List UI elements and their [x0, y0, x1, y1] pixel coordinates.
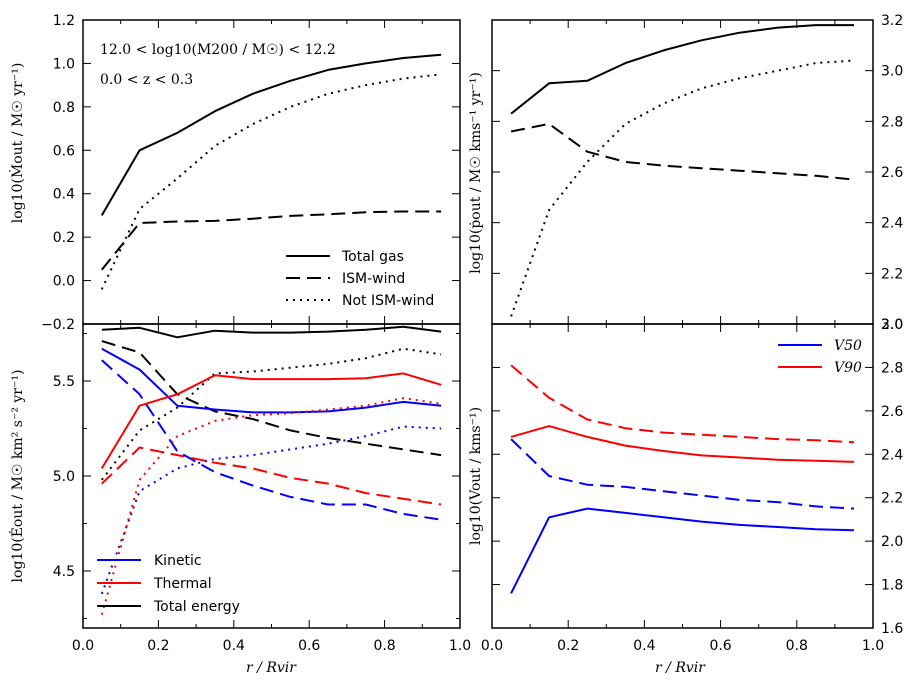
series-line-thermal: [100, 372, 442, 469]
x-tick-label: 0.8: [786, 638, 808, 654]
series-line-v50-ism-wind: [510, 438, 855, 510]
y-tick-label: 1.0: [53, 56, 75, 72]
panel-bl: 0.0 0.2 0.4 0.6 0.8 1.0 4.5 5.0 5.5: [53, 323, 471, 654]
y-tick-label: 0.6: [53, 143, 75, 159]
series-line-ism-wind: [101, 210, 442, 271]
y-tick-label: 5.0: [53, 469, 75, 485]
y-tick-label: 3.0: [881, 317, 903, 333]
x-tick-label: 1.0: [862, 638, 884, 654]
y-tick-label: 1.8: [881, 578, 903, 594]
series-line-v90-ism-wind: [510, 364, 855, 444]
y-tick-label: 5.5: [53, 374, 75, 390]
legend-outflow: Total gas ISM-wind Not ISM-wind: [286, 249, 434, 309]
panel-tr: 2.0 2.2 2.4 2.6 2.8 3.0 3.2: [491, 13, 903, 333]
legend-label-ism-wind: ISM-wind: [342, 271, 405, 287]
y-tick-label: −0.2: [41, 317, 75, 333]
legend-energy: Kinetic Thermal Total energy: [97, 553, 240, 615]
series-line-kinetic-not-ism-wind: [100, 425, 442, 595]
series-line-total-energy-not-ism-wind: [101, 347, 442, 481]
y-tick-label: 0.0: [53, 274, 75, 290]
series-line-kinetic-ism-wind: [101, 359, 442, 521]
x-tick-label: 0.0: [72, 638, 94, 654]
plot-layer: −0.2 0.0 0.2 0.4 0.6 0.8 1.0 1.2 2.0 2.2 2.4 2.6 2.8…: [41, 13, 903, 654]
y-tick-label: 0.8: [53, 100, 75, 116]
y-tick-label: 2.8: [881, 360, 903, 376]
x-tick-label: 0.6: [709, 638, 731, 654]
series-line-ism-wind: [510, 122, 855, 181]
x-tick-label: 0.4: [633, 638, 655, 654]
plot-frame: [491, 19, 874, 325]
x-tick-label: 0.2: [557, 638, 579, 654]
legend-label-thermal: Thermal: [153, 576, 212, 592]
x-tick-label: 0.4: [223, 638, 245, 654]
y-tick-label: 2.2: [881, 266, 903, 282]
series-line-total-energy: [101, 325, 442, 339]
series-line-not-ism-wind: [100, 73, 442, 290]
y-tick-label: 2.6: [881, 404, 903, 420]
series-line-thermal-not-ism-wind: [100, 397, 442, 615]
y-tick-label: 4.5: [53, 564, 75, 580]
series-line-kinetic: [101, 347, 442, 414]
series-line-total-energy-ism-wind: [101, 340, 442, 457]
y-axis-label-energy: log10(Ėout / M☉ km² s⁻² yr⁻¹): [8, 370, 26, 583]
panel-br: 0.0 0.2 0.4 0.6 0.8 1.01.6 1.8 2.0 2.2 2.4 2.6 2.8 3…: [481, 317, 903, 654]
legend-label-not-ism-wind: Not ISM-wind: [342, 293, 434, 309]
y-tick-label: 2.2: [881, 491, 903, 507]
y-axis-label-momentum: log10(ṗout / M☉ kms⁻¹ yr⁻¹): [468, 72, 484, 274]
x-tick-label: 1.0: [449, 638, 471, 654]
y-tick-label: 3.2: [881, 13, 903, 29]
legend-label-total-gas: Total gas: [341, 249, 404, 265]
x-tick-label: 0.8: [373, 638, 395, 654]
y-tick-label: 2.8: [881, 114, 903, 130]
legend-label-v50: V50: [834, 338, 862, 354]
x-tick-label: 0.2: [147, 638, 169, 654]
legend-label-kinetic: Kinetic: [154, 553, 202, 569]
x-axis-label-right: r / Rvir: [655, 660, 706, 676]
x-tick-label: 0.0: [481, 638, 503, 654]
annotation-redshift-range: 0.0 < z < 0.3: [100, 72, 193, 88]
y-tick-label: 3.0: [881, 64, 903, 80]
y-tick-label: 1.6: [881, 621, 903, 637]
series-line-thermal-ism-wind: [101, 446, 442, 506]
series-line-total-gas: [100, 53, 442, 216]
y-axis-label-velocity: log10(Vout / kms⁻¹): [468, 407, 484, 545]
annotation-mass-range: 12.0 < log10(M200 / M☉) < 12.2: [100, 42, 336, 58]
y-tick-label: 2.4: [881, 216, 903, 232]
series-line-v90: [510, 425, 855, 463]
series-line-total-gas: [510, 24, 854, 115]
series-line-v50: [510, 507, 855, 594]
y-tick-label: 0.4: [53, 187, 75, 203]
y-axis-label-outflow-rate: log10(Ṁout / M☉ yr⁻¹): [8, 63, 26, 224]
y-tick-label: 1.2: [53, 13, 75, 29]
legend-velocity: V50 V90: [778, 338, 862, 376]
series-line-not-ism-wind: [510, 59, 855, 317]
y-tick-label: 2.4: [881, 447, 903, 463]
x-tick-label: 0.6: [298, 638, 320, 654]
legend-label-total-energy: Total energy: [153, 599, 240, 615]
y-tick-label: 0.2: [53, 230, 75, 246]
y-tick-label: 2.0: [881, 317, 903, 333]
y-tick-label: 2.6: [881, 165, 903, 181]
legend-label-v90: V90: [834, 360, 862, 376]
x-axis-label-left: r / Rvir: [246, 660, 297, 676]
y-tick-label: 2.0: [881, 534, 903, 550]
